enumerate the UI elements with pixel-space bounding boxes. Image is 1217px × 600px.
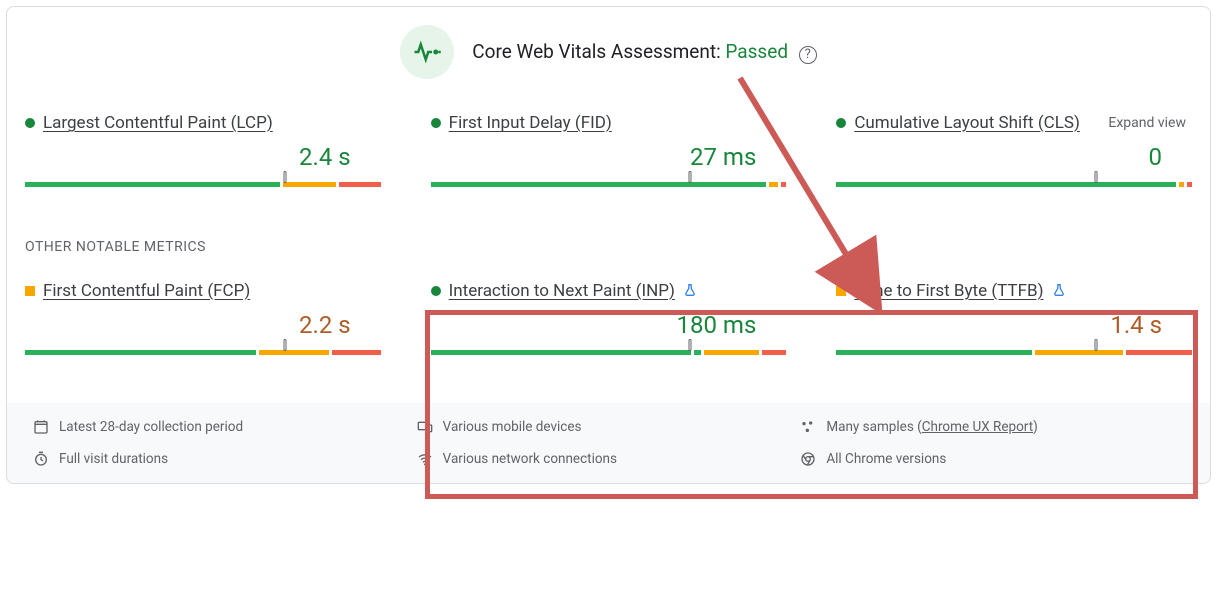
- web-vitals-icon: [400, 25, 454, 79]
- metric-bar: [25, 343, 381, 361]
- bar-segment: [1035, 350, 1122, 355]
- footer-item-timer: Full visit durations: [33, 451, 417, 467]
- metric-value: 1.4 s: [836, 311, 1192, 339]
- core-metrics-row: Largest Contentful Paint (LCP) 2.4 s First…: [25, 113, 1192, 193]
- calendar-icon: [33, 419, 49, 435]
- flask-icon[interactable]: [1052, 282, 1066, 301]
- footer-item-chrome: All Chrome versions: [800, 451, 1184, 467]
- metric-fid: First Input Delay (FID) 27 ms: [431, 113, 787, 193]
- core-web-vitals-card: Core Web Vitals Assessment: Passed ? Exp…: [6, 6, 1211, 484]
- metric-name-link[interactable]: First Contentful Paint (FCP): [43, 281, 250, 301]
- bar-segment: [694, 350, 701, 355]
- flask-icon[interactable]: [683, 282, 697, 301]
- metric-name-link[interactable]: First Input Delay (FID): [449, 113, 612, 133]
- status-dot-good: [431, 286, 441, 296]
- footer: Latest 28-day collection period Various m…: [7, 403, 1210, 483]
- network-icon: [417, 451, 433, 467]
- metric-name-link[interactable]: Cumulative Layout Shift (CLS): [854, 113, 1080, 133]
- bar-segment: [431, 350, 691, 355]
- bar-segment: [836, 350, 1032, 355]
- metric-bar: [836, 343, 1192, 361]
- bar-segment: [769, 182, 778, 187]
- header-status: Passed: [725, 40, 788, 63]
- footer-item-devices: Various mobile devices: [417, 419, 801, 435]
- bar-marker: [283, 171, 286, 183]
- metric-name-link[interactable]: Largest Contentful Paint (LCP): [43, 113, 273, 133]
- footer-text: Various mobile devices: [443, 419, 582, 435]
- bar-segment: [1179, 182, 1184, 187]
- header-title: Core Web Vitals Assessment: Passed ?: [472, 40, 817, 64]
- header-title-prefix: Core Web Vitals Assessment:: [472, 40, 725, 63]
- bar-segment: [704, 350, 759, 355]
- metric-inp: Interaction to Next Paint (INP) 180 ms: [431, 281, 787, 361]
- metric-fcp: First Contentful Paint (FCP) 2.2 s: [25, 281, 381, 361]
- metric-ttfb: Time to First Byte (TTFB) 1.4 s: [836, 281, 1192, 361]
- footer-text: Full visit durations: [59, 451, 168, 467]
- bar-segment: [25, 350, 256, 355]
- bar-marker: [689, 171, 692, 183]
- bar-segment: [431, 182, 767, 187]
- metric-name-link[interactable]: Interaction to Next Paint (INP): [449, 281, 675, 301]
- bar-segment: [332, 350, 381, 355]
- bar-marker: [1094, 171, 1097, 183]
- status-dot-good: [836, 118, 846, 128]
- other-metrics-row: First Contentful Paint (FCP) 2.2 s Interac…: [25, 281, 1192, 361]
- bar-segment: [1126, 350, 1192, 355]
- status-square-ni: [25, 286, 35, 296]
- expand-view-link[interactable]: Expand view: [1108, 115, 1186, 131]
- timer-icon: [33, 451, 49, 467]
- bar-segment: [339, 182, 381, 187]
- devices-icon: [417, 419, 433, 435]
- bar-segment: [1187, 182, 1192, 187]
- metric-name-link[interactable]: Time to First Byte (TTFB): [854, 281, 1043, 301]
- bar-segment: [781, 182, 786, 187]
- metric-value: 2.4 s: [25, 143, 381, 171]
- bar-segment: [762, 350, 786, 355]
- chrome-ux-report-link[interactable]: Chrome UX Report: [922, 419, 1033, 435]
- help-icon[interactable]: ?: [799, 46, 817, 64]
- footer-text: All Chrome versions: [826, 451, 946, 467]
- header: Core Web Vitals Assessment: Passed ?: [25, 25, 1192, 79]
- footer-text: Various network connections: [443, 451, 617, 467]
- metric-bar: [836, 175, 1192, 193]
- status-square-ni: [836, 286, 846, 296]
- bar-segment: [25, 182, 280, 187]
- other-metrics-label: OTHER NOTABLE METRICS: [25, 239, 1192, 255]
- footer-text: Many samples (Chrome UX Report): [826, 419, 1038, 435]
- metric-value: 0: [836, 143, 1192, 171]
- status-dot-good: [25, 118, 35, 128]
- metric-lcp: Largest Contentful Paint (LCP) 2.4 s: [25, 113, 381, 193]
- metric-bar: [431, 343, 787, 361]
- metric-value: 2.2 s: [25, 311, 381, 339]
- chrome-icon: [800, 451, 816, 467]
- bar-segment: [283, 182, 335, 187]
- footer-item-calendar: Latest 28-day collection period: [33, 419, 417, 435]
- metric-value: 27 ms: [431, 143, 787, 171]
- bar-segment: [836, 182, 1175, 187]
- footer-item-network: Various network connections: [417, 451, 801, 467]
- samples-icon: [800, 419, 816, 435]
- footer-text: Latest 28-day collection period: [59, 419, 243, 435]
- bar-marker: [283, 339, 286, 351]
- bar-marker: [689, 339, 692, 351]
- metric-bar: [25, 175, 381, 193]
- metric-bar: [431, 175, 787, 193]
- footer-item-samples: Many samples (Chrome UX Report): [800, 419, 1184, 435]
- metric-value: 180 ms: [431, 311, 787, 339]
- bar-marker: [1094, 339, 1097, 351]
- status-dot-good: [431, 118, 441, 128]
- bar-segment: [259, 350, 329, 355]
